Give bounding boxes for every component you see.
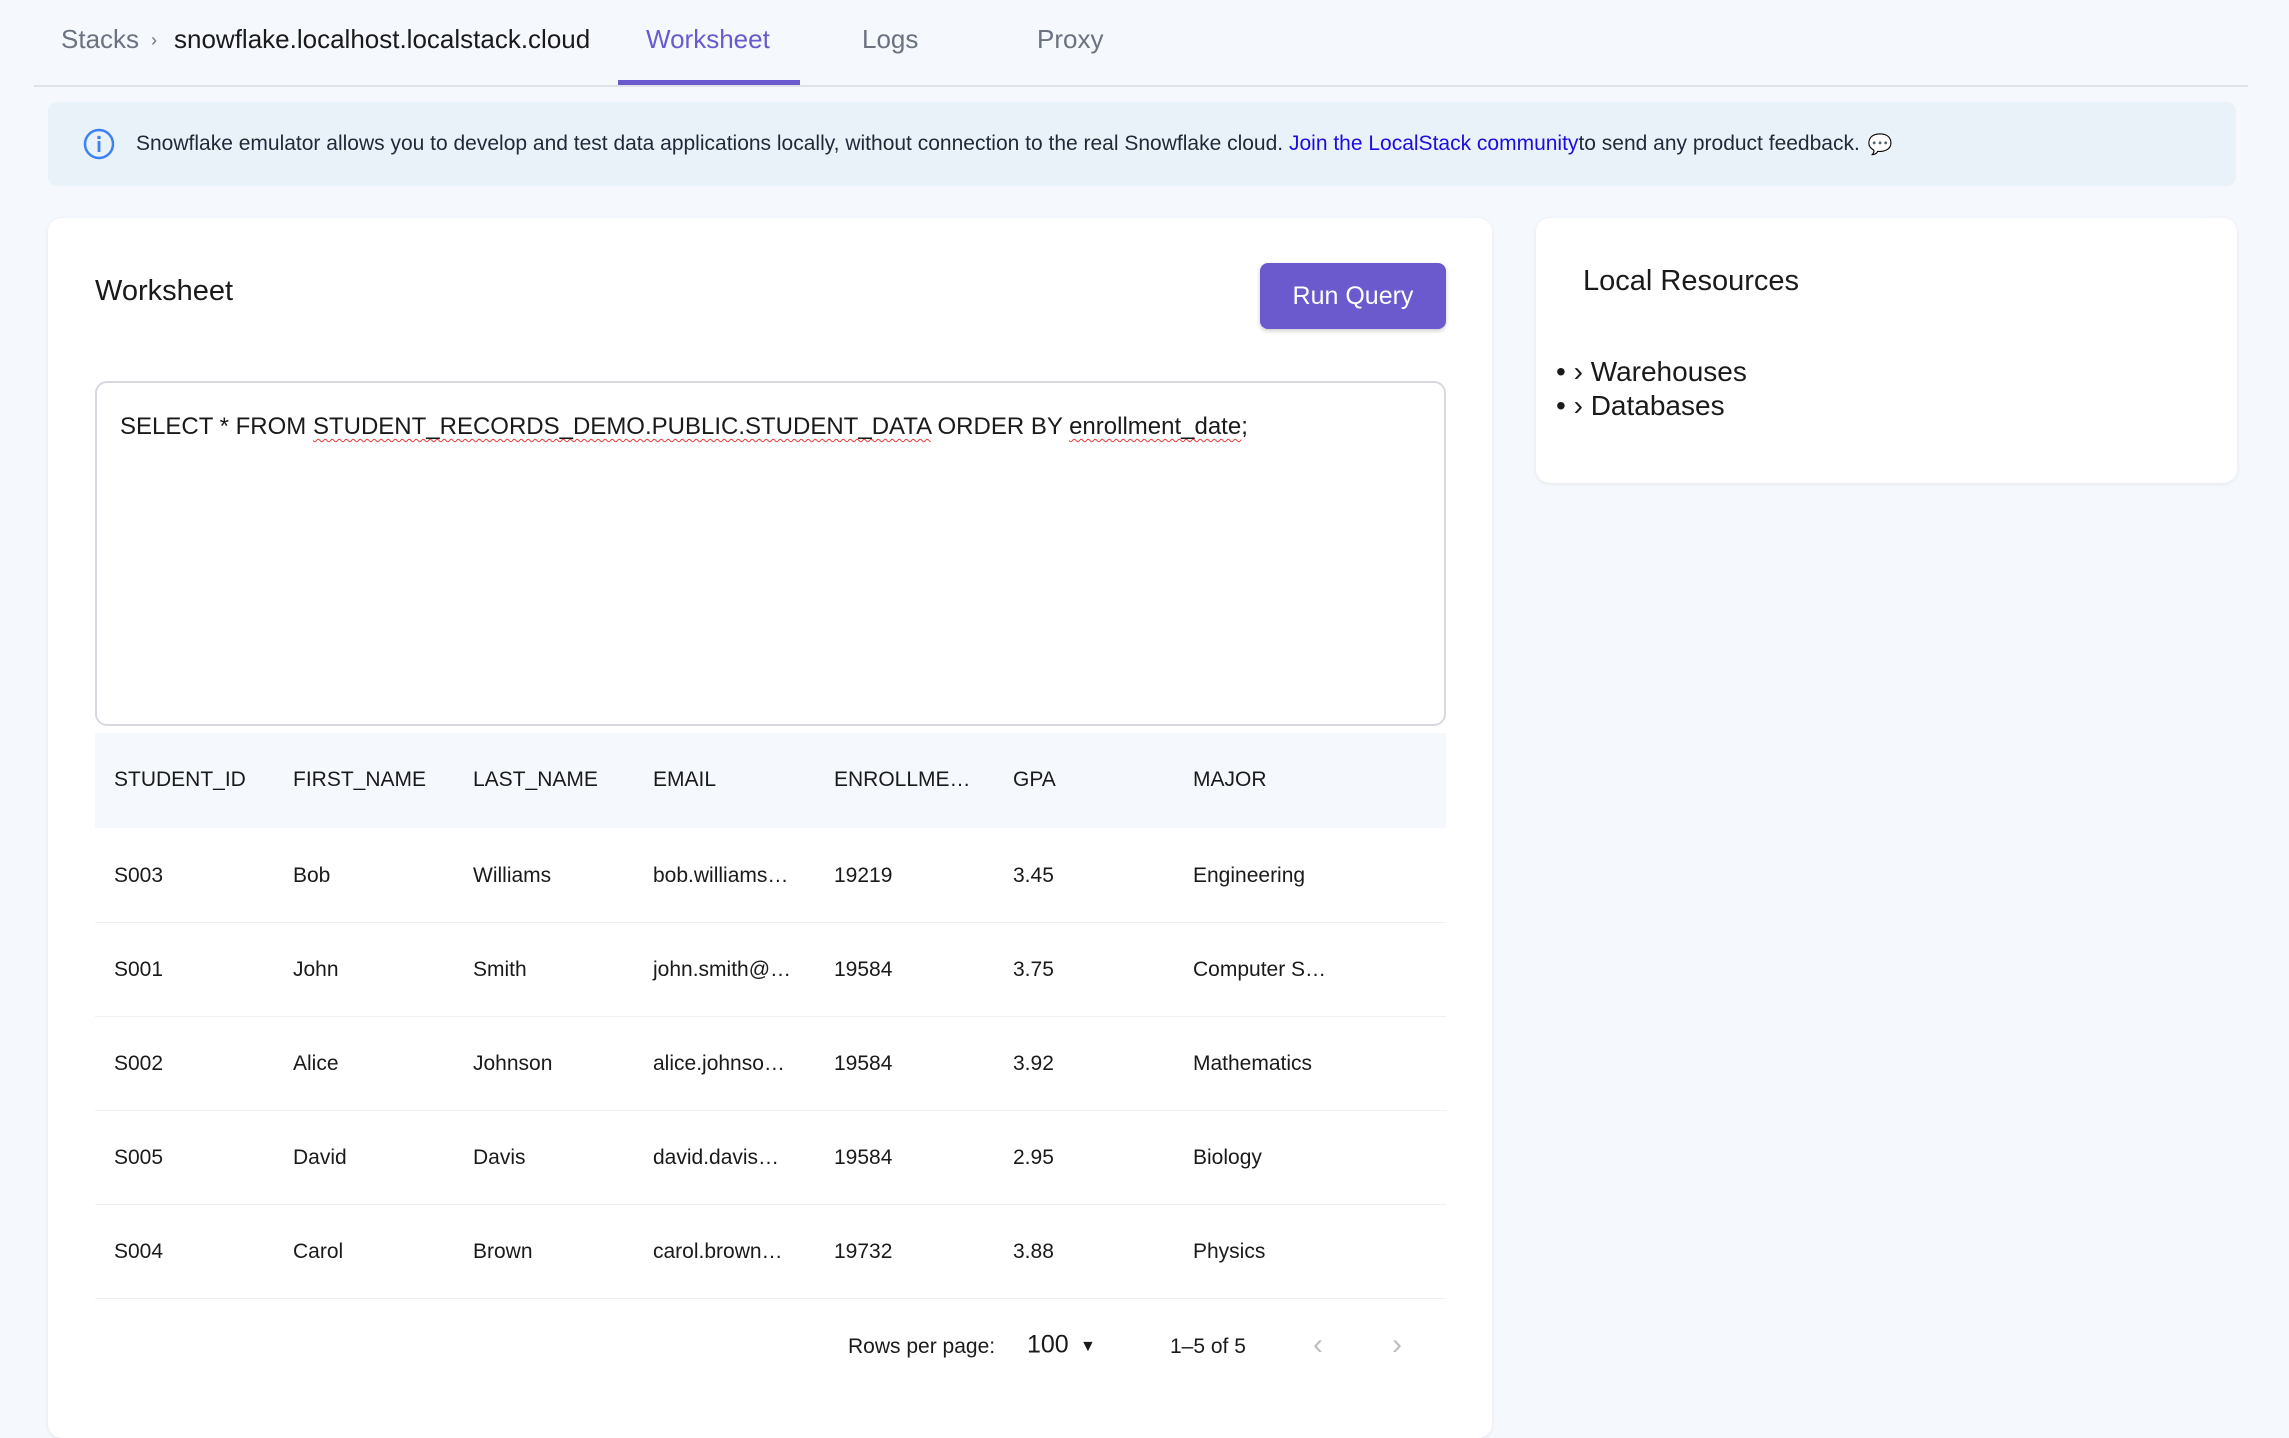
tab-divider bbox=[34, 85, 2248, 87]
resources-list: • › Warehouses • › Databases bbox=[1556, 355, 1747, 423]
resource-databases[interactable]: • › Databases bbox=[1556, 390, 1725, 421]
banner-suffix: to send any product feedback. bbox=[1578, 132, 1860, 155]
query-table: STUDENT_RECORDS_DEMO.PUBLIC.STUDENT_DATA bbox=[312, 413, 931, 440]
table-cell: 2.95 bbox=[1013, 1146, 1054, 1169]
tab-worksheet[interactable]: Worksheet bbox=[646, 24, 770, 54]
table-cell: Carol bbox=[293, 1240, 344, 1263]
table-cell: Engineering bbox=[1193, 864, 1306, 887]
table-row[interactable]: S002 Alice Johnson alice.johnso… 19584 3.92 Ma… bbox=[95, 1017, 1446, 1111]
query-column: enrollment_date bbox=[1069, 413, 1242, 440]
results-header: STUDENT_ID FIRST_NAME LAST_NAME EMAIL EN… bbox=[95, 733, 1446, 828]
column-header[interactable]: EMAIL bbox=[653, 768, 717, 791]
chat-bubble-icon: 💬 bbox=[1867, 133, 1893, 156]
table-cell: Brown bbox=[473, 1240, 533, 1263]
table-cell: S002 bbox=[114, 1052, 164, 1075]
table-cell: john.smith@… bbox=[653, 958, 792, 981]
worksheet-title: Worksheet bbox=[95, 275, 234, 307]
table-cell: Mathematics bbox=[1193, 1052, 1313, 1075]
table-cell: 19584 bbox=[834, 1146, 893, 1169]
query-text: ; bbox=[1241, 413, 1248, 440]
resource-warehouses[interactable]: • › Warehouses bbox=[1556, 356, 1747, 387]
dropdown-arrow-icon[interactable]: ▼ bbox=[1080, 1338, 1096, 1355]
table-cell: S003 bbox=[114, 864, 164, 887]
table-row[interactable]: S005 David Davis david.davis… 19584 2.95 Biolo… bbox=[95, 1111, 1446, 1205]
column-header[interactable]: MAJOR bbox=[1193, 768, 1267, 791]
worksheet-card bbox=[48, 218, 1492, 1438]
table-cell: Physics bbox=[1193, 1240, 1266, 1263]
column-header[interactable]: FIRST_NAME bbox=[293, 768, 427, 791]
resource-label: Databases bbox=[1590, 390, 1725, 421]
table-row[interactable]: S001 John Smith john.smith@… 19584 3.75 Comput… bbox=[95, 923, 1446, 1017]
column-header[interactable]: ENROLLME… bbox=[834, 768, 971, 791]
table-cell: david.davis… bbox=[653, 1146, 780, 1169]
table-cell: Smith bbox=[473, 958, 527, 981]
table-cell: S005 bbox=[114, 1146, 164, 1169]
table-cell: S001 bbox=[114, 958, 164, 981]
table-row[interactable]: S003 Bob Williams bob.williams… 19219 3.45 Eng… bbox=[95, 829, 1446, 923]
table-cell: 19219 bbox=[834, 864, 893, 887]
banner-text: Snowflake emulator allows you to develop… bbox=[136, 132, 1284, 155]
tab-proxy[interactable]: Proxy bbox=[1037, 24, 1104, 54]
info-icon bbox=[83, 128, 115, 160]
table-row[interactable]: S004 Carol Brown carol.brown… 19732 3.88 Physi… bbox=[95, 1205, 1446, 1299]
table-cell: Alice bbox=[293, 1052, 339, 1075]
table-cell: 19584 bbox=[834, 958, 893, 981]
table-cell: 3.92 bbox=[1013, 1052, 1054, 1075]
local-resources-card: Local Resources • › Warehouses • › Datab… bbox=[1536, 218, 2237, 483]
chevron-right-icon: › bbox=[1573, 356, 1583, 387]
table-cell: Davis bbox=[473, 1146, 526, 1169]
active-tab-indicator bbox=[618, 80, 800, 85]
table-cell: 3.88 bbox=[1013, 1240, 1054, 1263]
resources-title: Local Resources bbox=[1583, 265, 1799, 297]
table-cell: Williams bbox=[473, 864, 552, 887]
info-banner: Snowflake emulator allows you to develop… bbox=[48, 102, 2236, 186]
table-cell: John bbox=[293, 958, 339, 981]
breadcrumb-current: snowflake.localhost.localstack.cloud bbox=[174, 24, 591, 54]
column-header[interactable]: GPA bbox=[1013, 768, 1056, 791]
next-page-icon[interactable]: › bbox=[1392, 1328, 1402, 1361]
table-cell: alice.johnso… bbox=[653, 1052, 785, 1075]
community-link[interactable]: Join the LocalStack community bbox=[1288, 132, 1579, 155]
table-cell: Bob bbox=[293, 864, 331, 887]
table-cell: Biology bbox=[1193, 1146, 1262, 1169]
chevron-right-icon: › bbox=[1573, 390, 1583, 421]
page-range: 1–5 of 5 bbox=[1170, 1335, 1246, 1358]
table-cell: Johnson bbox=[473, 1052, 553, 1075]
query-text: SELECT * FROM bbox=[120, 413, 313, 440]
pagination: Rows per page: 100 ▼ 1–5 of 5 ‹ › bbox=[95, 1300, 1446, 1394]
resource-label: Warehouses bbox=[1590, 356, 1747, 387]
table-cell: 3.45 bbox=[1013, 864, 1054, 887]
column-header[interactable]: STUDENT_ID bbox=[114, 768, 246, 791]
table-cell: bob.williams… bbox=[653, 864, 789, 887]
breadcrumb-stacks[interactable]: Stacks bbox=[61, 24, 140, 54]
breadcrumb-separator: › bbox=[151, 30, 157, 50]
table-cell: 19584 bbox=[834, 1052, 893, 1075]
table-cell: 3.75 bbox=[1013, 958, 1054, 981]
rows-per-page-label: Rows per page: bbox=[848, 1335, 996, 1358]
prev-page-icon[interactable]: ‹ bbox=[1313, 1328, 1323, 1361]
column-header[interactable]: LAST_NAME bbox=[473, 768, 598, 791]
table-cell: S004 bbox=[114, 1240, 164, 1263]
table-cell: carol.brown… bbox=[653, 1240, 783, 1263]
tab-logs[interactable]: Logs bbox=[862, 24, 919, 54]
table-cell: 19732 bbox=[834, 1240, 893, 1263]
query-text: ORDER BY bbox=[930, 413, 1070, 440]
rows-per-page-select[interactable]: 100 bbox=[1027, 1330, 1069, 1359]
table-cell: Computer S… bbox=[1193, 958, 1327, 981]
query-editor[interactable]: SELECT * FROM STUDENT_RECORDS_DEMO.PUBLI… bbox=[95, 381, 1446, 726]
run-query-button[interactable]: Run Query bbox=[1260, 263, 1446, 329]
table-cell: David bbox=[293, 1146, 347, 1169]
